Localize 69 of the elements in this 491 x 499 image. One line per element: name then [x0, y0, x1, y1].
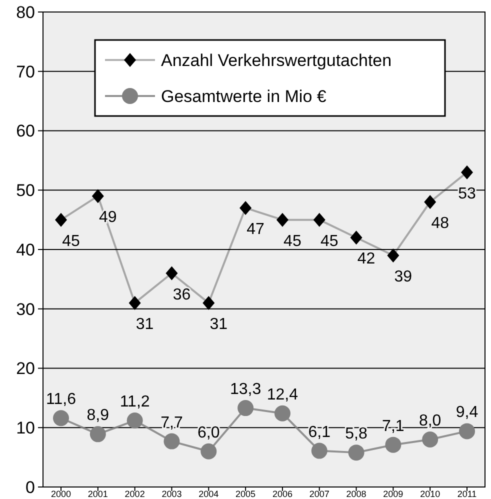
- point: [422, 432, 438, 448]
- point: [350, 230, 362, 245]
- point: [126, 412, 143, 428]
- point: [313, 212, 326, 227]
- x-tick-label: 2002: [124, 489, 145, 499]
- data-label: 9,4: [456, 404, 478, 422]
- point: [311, 442, 328, 459]
- point: [348, 444, 364, 461]
- point: [385, 436, 402, 453]
- point: [164, 433, 180, 450]
- y-tick-label: 50: [16, 181, 35, 200]
- point: [424, 195, 436, 209]
- data-label: 6,0: [198, 424, 220, 442]
- x-tick-label: 2009: [383, 489, 404, 499]
- x-tick-label: 2008: [346, 489, 366, 499]
- x-tick-label: 2006: [272, 489, 292, 499]
- y-tick-label: 0: [26, 478, 35, 497]
- data-label: 8,9: [86, 407, 110, 424]
- x-tick-label: 2007: [309, 489, 330, 499]
- data-label: 42: [357, 250, 376, 268]
- data-label: 49: [99, 209, 117, 226]
- y-tick-label: 20: [16, 359, 35, 378]
- data-label: 36: [172, 286, 191, 304]
- y-tick-label: 10: [16, 418, 35, 438]
- data-label: 47: [246, 220, 265, 238]
- x-tick-label: 2000: [50, 489, 72, 499]
- legend-label: Anzahl Verkehrswertgutachten: [161, 50, 392, 70]
- y-tick-label: 80: [16, 2, 35, 22]
- data-label: 5,8: [345, 426, 368, 443]
- data-label: 6,1: [308, 424, 331, 441]
- point: [166, 266, 178, 280]
- legend-label: Gesamtwerte in Mio €: [161, 86, 327, 106]
- point: [461, 165, 473, 180]
- y-tick-label: 60: [16, 122, 35, 141]
- data-label: 12,4: [266, 386, 298, 404]
- point: [274, 405, 290, 422]
- point: [387, 248, 400, 262]
- y-tick-label: 30: [16, 300, 35, 319]
- x-tick-label: 2011: [457, 489, 477, 499]
- point: [200, 443, 217, 460]
- x-tick-label: 2001: [88, 489, 108, 499]
- data-label: 11,2: [120, 394, 150, 410]
- point: [276, 212, 288, 227]
- point: [128, 296, 141, 310]
- point: [53, 410, 69, 426]
- data-label: 45: [284, 232, 302, 250]
- point: [90, 426, 106, 442]
- point: [240, 200, 252, 215]
- x-tick-label: 2004: [198, 489, 219, 499]
- data-label: 11,6: [46, 391, 76, 408]
- data-label: 8,0: [418, 412, 442, 430]
- data-label: 45: [62, 232, 80, 250]
- point: [459, 423, 475, 440]
- x-tick-label: 2010: [420, 489, 440, 499]
- data-label: 45: [320, 232, 338, 250]
- point: [92, 189, 104, 204]
- data-label: 31: [210, 316, 228, 333]
- point: [55, 212, 67, 227]
- data-label: 39: [394, 268, 412, 286]
- x-tick-label: 2003: [162, 489, 182, 499]
- data-label: 31: [136, 316, 154, 333]
- y-tick-label: 40: [16, 240, 35, 260]
- point: [238, 400, 254, 416]
- y-tick-label: 70: [16, 62, 35, 82]
- x-tick-label: 2005: [236, 489, 256, 499]
- data-label: 53: [458, 185, 476, 202]
- point: [202, 296, 215, 310]
- data-label: 13,3: [230, 381, 262, 398]
- data-label: 48: [431, 215, 450, 232]
